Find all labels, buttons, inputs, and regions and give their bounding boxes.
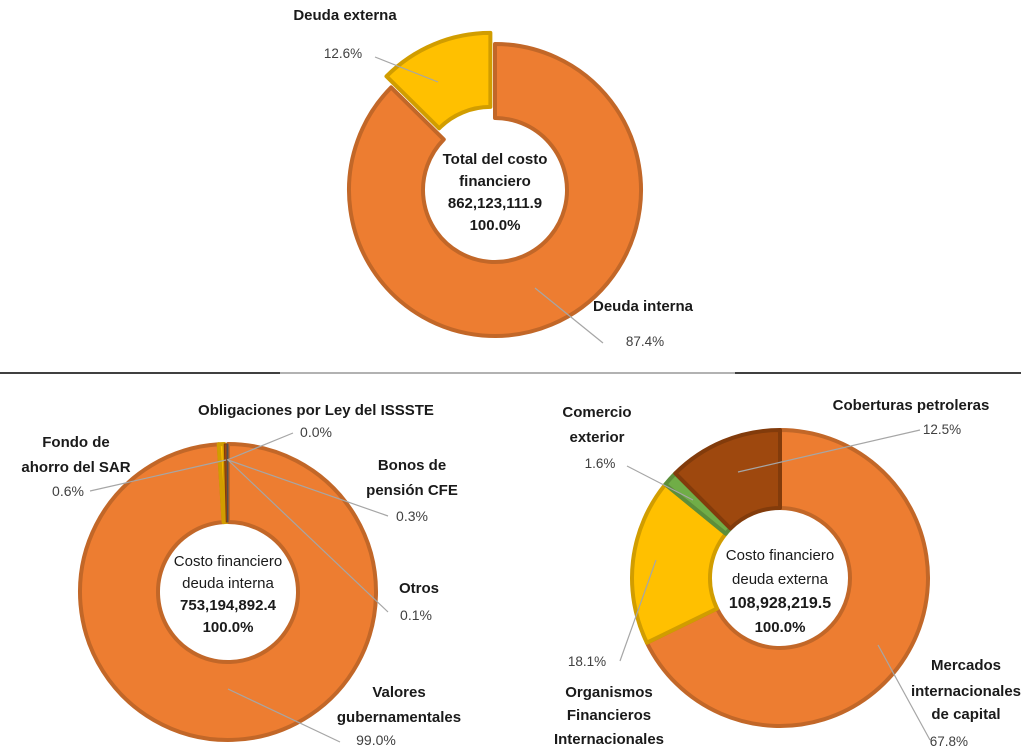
leader-line-valores-gubernamentales xyxy=(227,688,341,743)
center-label-line-1: Costo financiero xyxy=(726,547,834,564)
slice-pct-label-comercio-exterior: 1.6% xyxy=(585,456,616,471)
donut-chart-deuda-externa: Mercados internacionales de capital 67.8% Or… xyxy=(554,397,1021,748)
donut-chart-total: Deuda interna 87.4% Deuda externa 12.6% Tota… xyxy=(293,7,693,349)
center-label-line-2: deuda externa xyxy=(732,571,829,588)
slice-mercados-internacionales-de-capital xyxy=(644,428,930,728)
slice-name-label-comercio-exterior: Comercio xyxy=(562,404,631,421)
slice-name-label-mercados-internacionales-de-capital: de capital xyxy=(931,706,1000,723)
slice-name-label-valores-gubernamentales: Valores xyxy=(372,684,425,701)
center-label-line-1: Costo financiero xyxy=(174,553,282,570)
center-label-line-1: Total del costo xyxy=(443,151,548,168)
slice-otros xyxy=(226,443,229,523)
slice-name-label-fondo-de-ahorro-del-sar: Fondo de xyxy=(42,434,110,451)
center-label-line-3: 862,123,111.9 xyxy=(448,195,542,212)
leader-line-comercio-exterior xyxy=(626,465,694,501)
center-label-line-4: 100.0% xyxy=(470,217,521,234)
slice-deuda-interna xyxy=(347,42,643,338)
slice-name-label-mercados-internacionales-de-capital: internacionales xyxy=(911,683,1021,700)
leader-line-organismos-financieros-internacionales xyxy=(619,559,657,662)
center-label-line-2: financiero xyxy=(459,173,531,190)
slice-pct-label-deuda-interna: 87.4% xyxy=(626,334,664,349)
slice-pct-label-coberturas-petroleras: 12.5% xyxy=(923,422,961,437)
slice-name-label-obligaciones-por-ley-del-issste: Obligaciones por Ley del ISSSTE xyxy=(198,402,434,419)
slice-name-label-deuda-interna: Deuda interna xyxy=(593,298,694,315)
slice-name-label-fondo-de-ahorro-del-sar: ahorro del SAR xyxy=(21,459,130,476)
slice-pct-label-valores-gubernamentales: 99.0% xyxy=(356,732,396,748)
leader-line-fondo-de-ahorro-del-sar xyxy=(89,459,227,492)
slice-pct-label-bonos-de-pension-cfe: 0.3% xyxy=(396,508,428,524)
leader-line-deuda-externa xyxy=(374,56,439,83)
slice-valores-gubernamentales xyxy=(78,442,378,742)
slice-pct-label-organismos-financieros-internacionales: 18.1% xyxy=(568,654,606,669)
slice-pct-label-mercados-internacionales-de-capital: 67.8% xyxy=(930,734,968,748)
center-label-line-3: 753,194,892.4 xyxy=(180,597,277,614)
slice-pct-label-deuda-externa: 12.6% xyxy=(324,46,362,61)
slice-name-label-bonos-de-pension-cfe: pensión CFE xyxy=(366,482,458,499)
slice-name-label-organismos-financieros-internacionales: Financieros xyxy=(567,707,651,724)
slice-name-label-comercio-exterior: exterior xyxy=(569,429,624,446)
center-label-line-4: 100.0% xyxy=(755,619,806,636)
donut-chart-deuda-interna: Valores gubernamentales 99.0% Fondo de ahorr… xyxy=(21,402,461,748)
leader-line-bonos-de-pension-cfe xyxy=(227,459,389,517)
slice-organismos-financieros-internacionales xyxy=(630,482,728,645)
leader-line-mercados-internacionales-de-capital xyxy=(877,644,931,741)
leader-line-coberturas-petroleras xyxy=(737,429,921,473)
slice-deuda-externa xyxy=(384,30,493,131)
slice-name-label-otros: Otros xyxy=(399,580,439,597)
leader-line-otros xyxy=(227,459,389,613)
slice-name-label-organismos-financieros-internacionales: Organismos xyxy=(565,684,653,701)
center-label-line-3: 108,928,219.5 xyxy=(729,595,831,612)
slice-pct-label-fondo-de-ahorro-del-sar: 0.6% xyxy=(52,483,84,499)
center-label-line-4: 100.0% xyxy=(203,619,254,636)
slice-name-label-bonos-de-pension-cfe: Bonos de xyxy=(378,457,446,474)
slice-name-label-valores-gubernamentales: gubernamentales xyxy=(337,709,461,726)
slice-name-label-coberturas-petroleras: Coberturas petroleras xyxy=(833,397,990,414)
slice-pct-label-obligaciones-por-ley-del-issste: 0.0% xyxy=(300,424,332,440)
slice-name-label-organismos-financieros-internacionales: Internacionales xyxy=(554,731,664,748)
slice-pct-label-otros: 0.1% xyxy=(400,607,432,623)
slice-name-label-mercados-internacionales-de-capital: Mercados xyxy=(931,657,1001,674)
slice-name-label-deuda-externa: Deuda externa xyxy=(293,7,397,24)
center-label-line-2: deuda interna xyxy=(182,575,274,592)
leader-line-deuda-interna xyxy=(534,287,604,344)
leader-line-obligaciones-por-ley-del-issste xyxy=(226,432,294,461)
slice-coberturas-petroleras xyxy=(673,428,782,531)
